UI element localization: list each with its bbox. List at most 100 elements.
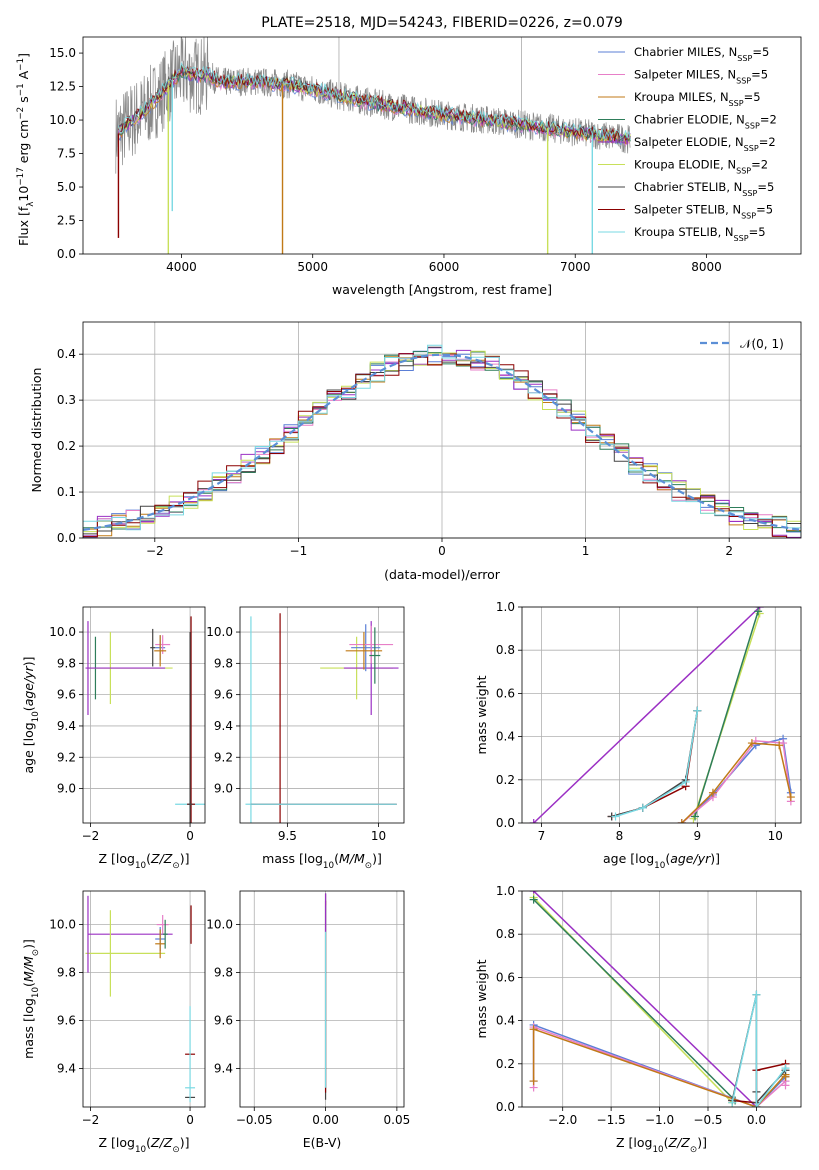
weight-marker [775, 741, 784, 750]
y-tick-label: 9.4 [57, 1062, 76, 1076]
label-part: Salpeter STELIB, N [634, 203, 741, 217]
weight-marker [786, 793, 795, 802]
label-part: ( [21, 982, 36, 987]
label-part: 10 [31, 711, 41, 722]
label-part: Chabrier STELIB, N [634, 180, 742, 194]
x-tick-label: −1.5 [597, 1113, 626, 1127]
x-axis-label: mass [log10(M/M⊙)] [262, 851, 382, 871]
legend-entry-6: Chabrier STELIB, NSSP=5 [634, 180, 774, 198]
age-vs-Z-panel: −2 09.09.29.49.69.810.0Z [log10(Z/Z⊙)]age… [21, 606, 206, 871]
x-axis-label: age [log10(age/yr)] [603, 851, 720, 871]
weight-marker [754, 607, 763, 616]
weight-marker [691, 812, 700, 821]
ticks: 9.5 10 9.0 9.2 9.4 9.6 9.8 10.0 [206, 625, 386, 843]
label-part: age/yr [670, 851, 711, 866]
model-spectrum-8 [117, 61, 631, 141]
legend-entry-7: Salpeter STELIB, NSSP=5 [634, 203, 773, 221]
x-tick-label: −0.5 [693, 1113, 722, 1127]
weight-line-2 [694, 611, 759, 817]
y-tick-label: 9.6 [214, 1014, 233, 1028]
label-part: 10 [135, 861, 146, 871]
weight-marker [693, 706, 702, 715]
axes-frame [82, 606, 206, 824]
y-tick-label: 5.0 [57, 180, 76, 194]
label-part: 10 [654, 861, 665, 871]
legend-entry-8: Kroupa STELIB, NSSP=5 [634, 225, 766, 243]
x-tick-label: 0 [438, 544, 446, 558]
label-part: SSP [734, 234, 749, 243]
x-axis-label: Z [log10(Z/Z⊙)] [99, 851, 190, 871]
y-tick-label: 0.0 [496, 816, 515, 830]
label-part: =2 [760, 113, 777, 127]
y-tick-label: 9.4 [214, 1062, 233, 1076]
label-part: =2 [751, 158, 768, 172]
x-tick-label: 7 [538, 829, 546, 843]
label-part: )] [697, 1135, 707, 1150]
y-tick-label: 0.0 [57, 247, 76, 261]
chart-title: PLATE=2518, MJD=54243, FIBERID=0226, z=0… [261, 15, 623, 31]
x-tick-label: 6000 [429, 260, 460, 274]
weight-marker [752, 1103, 761, 1107]
label-part: Kroupa MILES, N [634, 90, 729, 104]
y-axis-label: mass [log10(M/M⊙)] [21, 939, 41, 1059]
plot-area [529, 891, 790, 1107]
y-tick-label: 2.5 [57, 214, 76, 228]
residuals-panel: −2 −1 0 1 2 0.0 0.1 0.2 0.3 0.4 𝒩(0, 1) (data-model… [29, 321, 802, 582]
x-axis-label: (data-model)/error [384, 567, 501, 582]
y-tick-label: 12.5 [49, 80, 76, 94]
axes-frame [239, 606, 405, 824]
y-tick-label: 9.6 [214, 688, 233, 702]
label-part: Salpeter MILES, N [634, 68, 736, 82]
label-part: Z [log [616, 1135, 652, 1150]
y-tick-label: 10.0 [49, 113, 76, 127]
weight-marker [779, 739, 788, 748]
label-part: SSP [736, 166, 751, 175]
plot-area [115, 37, 631, 254]
grid [83, 891, 205, 1107]
y-tick-label: 9.6 [57, 1014, 76, 1028]
weight-line-8 [615, 710, 699, 818]
x-tick-label: 8000 [691, 260, 722, 274]
y-tick-label: 9.8 [214, 656, 233, 670]
label-part: SSP [729, 99, 744, 108]
label-part: Chabrier ELODIE, N [634, 113, 745, 127]
x-tick-label: 0.00 [312, 1113, 339, 1127]
y-axis-label: mass weight [474, 675, 489, 754]
label-part: Z/Z [150, 851, 173, 866]
label-part: )] [180, 1135, 190, 1150]
plot-area [83, 344, 801, 538]
label-part: =2 [759, 135, 776, 149]
y-tick-label: 10.0 [206, 918, 233, 932]
label-part: −1 [16, 83, 26, 96]
residual-histogram-8 [83, 344, 801, 538]
y-tick-label: 9.0 [214, 782, 233, 796]
label-part: age/yr [21, 665, 36, 706]
weight-marker [611, 812, 620, 821]
plot-area [529, 607, 795, 823]
label-part: Kroupa ELODIE, N [634, 158, 736, 172]
x-tick-label: 5000 [297, 260, 328, 274]
label-part: )] [372, 851, 382, 866]
y-tick-label: 0.4 [57, 347, 76, 361]
label-part: )] [21, 939, 36, 949]
label-part: 10 [16, 186, 31, 202]
y-tick-label: 9.2 [57, 750, 76, 764]
weight-marker [681, 777, 690, 786]
y-tick-label: 0.2 [57, 439, 76, 453]
axes-frame [82, 36, 802, 255]
label-part: Z/Z [668, 1135, 691, 1150]
label-part: ⊙ [365, 861, 372, 871]
plot-area [85, 616, 205, 823]
y-axis-label: age [log10(age/yr)] [21, 656, 41, 773]
weight-line-8 [731, 994, 787, 1107]
residual-histogram-7 [83, 353, 801, 538]
y-axis-label: mass weight [474, 959, 489, 1038]
weight-marker [529, 1077, 538, 1086]
label-part: Z [log [99, 851, 135, 866]
label-part: SSP [742, 189, 757, 198]
grid [240, 891, 404, 1107]
weight-marker [747, 739, 756, 748]
label-part: =5 [752, 45, 769, 59]
